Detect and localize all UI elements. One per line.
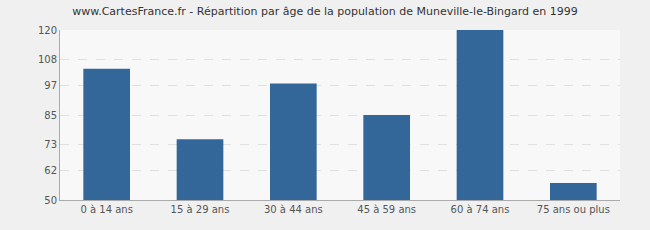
svg-text:www.CartesFrance.fr - Répartit: www.CartesFrance.fr - Répartition par âg…	[72, 5, 578, 18]
svg-text:50: 50	[44, 195, 57, 206]
svg-text:15 à 29 ans: 15 à 29 ans	[171, 204, 230, 215]
svg-text:73: 73	[44, 139, 57, 150]
svg-text:30 à 44 ans: 30 à 44 ans	[264, 204, 323, 215]
svg-text:45 à 59 ans: 45 à 59 ans	[357, 204, 416, 215]
svg-text:108: 108	[38, 54, 57, 65]
svg-text:97: 97	[44, 80, 57, 91]
svg-text:120: 120	[38, 25, 57, 36]
svg-text:0 à 14 ans: 0 à 14 ans	[80, 204, 132, 215]
svg-text:75 ans ou plus: 75 ans ou plus	[537, 204, 610, 215]
svg-text:62: 62	[44, 165, 57, 176]
svg-text:85: 85	[44, 110, 57, 121]
svg-text:60 à 74 ans: 60 à 74 ans	[451, 204, 510, 215]
